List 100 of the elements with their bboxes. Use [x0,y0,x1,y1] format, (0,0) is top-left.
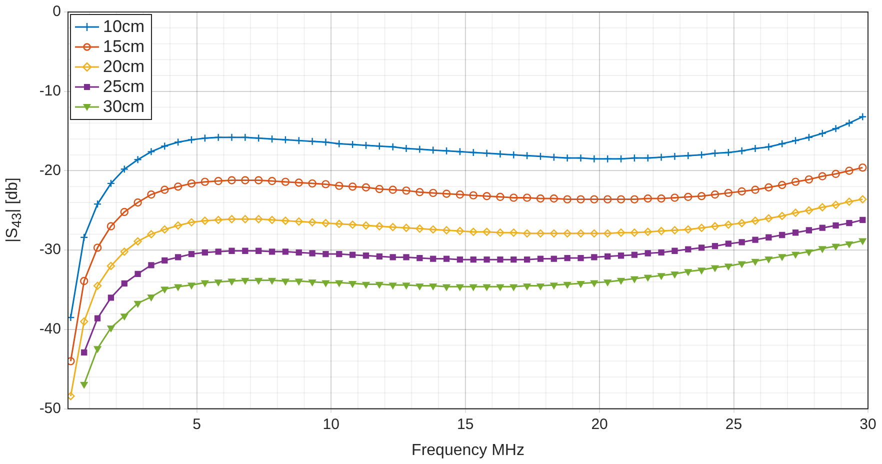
point [858,163,867,172]
point [658,273,665,280]
point [429,146,438,154]
point [522,152,532,160]
point [349,252,356,258]
point [657,226,666,236]
point [162,257,168,264]
point [630,228,639,237]
point [416,224,424,233]
point [120,314,128,320]
point [268,176,276,186]
point [738,146,746,155]
point [644,250,651,256]
point [120,248,128,256]
point [296,249,302,256]
point [254,215,263,224]
point [402,282,410,290]
point [766,234,772,240]
point [429,225,438,234]
x-axis-title: Frequency MHz [412,442,524,459]
x-tick-label: 25 [725,416,742,433]
point [456,284,464,291]
point [202,249,208,256]
point [630,154,639,162]
point [832,124,840,133]
point [429,188,438,198]
x-tick-label: 30 [860,416,876,433]
point [108,294,114,301]
point [576,195,585,204]
point [348,281,356,288]
point [764,142,773,152]
point [563,154,572,162]
point [362,282,370,288]
point [684,192,692,202]
point [469,148,478,157]
point [804,206,814,214]
point [335,220,344,228]
y-tick-label: -30 [39,241,61,258]
point [80,233,88,242]
point [94,315,101,322]
point [752,258,759,266]
point [550,194,558,203]
point [846,220,852,226]
point [604,253,611,260]
point [228,215,236,224]
point [819,224,826,231]
point [710,190,720,199]
point [80,317,88,326]
y-tick-label: -20 [39,162,61,179]
point [684,152,692,160]
point [335,182,344,190]
point [388,186,397,194]
point [322,138,330,146]
y-tick-label: -10 [39,82,61,100]
point [282,248,289,255]
point [456,148,464,156]
point [604,154,612,163]
point [536,152,545,161]
point [68,392,75,400]
point [496,228,504,237]
y-tick-label: -50 [39,400,61,417]
point [804,133,814,142]
point [522,194,532,202]
point [469,191,478,200]
point [336,250,342,258]
point [510,228,518,237]
point [322,250,329,258]
point [644,274,652,282]
point [738,261,746,268]
point [779,232,786,238]
point [81,349,88,356]
point [281,178,290,186]
point [697,192,706,200]
point [456,226,464,236]
point [791,208,800,217]
point [845,198,854,206]
point [630,276,638,283]
point [134,300,142,308]
point [578,254,584,262]
point [564,282,571,288]
point [389,282,396,290]
point [738,187,746,196]
point [685,246,692,252]
point [336,280,343,287]
point [268,216,276,224]
point [751,186,760,194]
point [510,194,518,202]
point [536,229,545,238]
point [670,226,679,234]
point [644,228,652,236]
point [537,256,544,262]
point [188,250,195,258]
point [241,215,250,224]
point [792,230,799,236]
point [281,136,290,144]
point [550,256,557,262]
point [93,282,102,290]
point [859,238,866,245]
point [496,284,504,291]
point [858,112,867,121]
